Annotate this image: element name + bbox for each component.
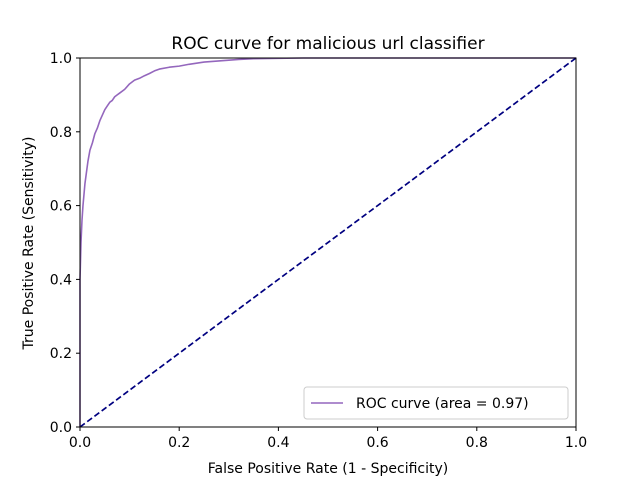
x-tick-label: 0.6 [366,435,388,451]
y-axis-label: True Positive Rate (Sensitivity) [21,137,37,351]
x-axis-label: False Positive Rate (1 - Specificity) [208,461,449,477]
legend-entry-label: ROC curve (area = 0.97) [356,396,529,412]
x-tick-label: 0.4 [267,435,289,451]
y-tick-label: 0.4 [50,272,72,288]
legend-box [303,386,569,420]
plot-area [79,57,577,428]
x-tick-label: 0.0 [69,435,91,451]
x-tick-label: 1.0 [565,435,587,451]
y-tick-label: 0.8 [50,125,72,141]
chance-diagonal-line [79,57,577,428]
y-tick-label: 0.6 [50,199,72,215]
x-tick-label: 0.8 [466,435,488,451]
x-tick-label: 0.2 [168,435,190,451]
y-tick-label: 0.2 [50,346,72,362]
y-tick-label: 0.0 [50,420,72,436]
axis-ticks: 0.0 0.2 0.4 0.6 0.8 1.0 0.0 0.2 0.4 0.6 0.8 1.0 [50,51,587,451]
y-tick-label: 1.0 [50,51,72,67]
axes-frame [79,57,577,428]
chart-title: ROC curve for malicious url classifier [171,34,484,54]
legend: ROC curve (area = 0.97) [303,386,569,420]
roc-curve-line [79,57,576,427]
